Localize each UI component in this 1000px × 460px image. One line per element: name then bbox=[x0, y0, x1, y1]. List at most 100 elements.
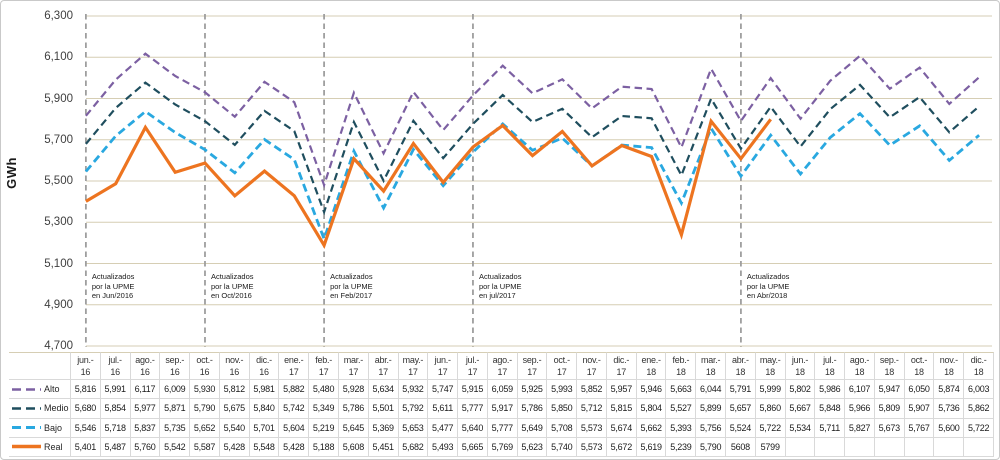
line-chart bbox=[84, 14, 992, 347]
table-value-cell: 5,501 bbox=[368, 399, 399, 419]
table-value-cell bbox=[904, 437, 935, 457]
table-value-cell: 5,840 bbox=[249, 399, 280, 419]
table-value-cell: 5,756 bbox=[696, 418, 727, 438]
table-col-header: may.- 18 bbox=[755, 352, 786, 380]
table-value-cell: 5,527 bbox=[666, 399, 697, 419]
y-axis-tick-label: 5,500 bbox=[44, 175, 73, 187]
table-value-cell: 5,928 bbox=[338, 380, 369, 400]
table-value-cell: 5,665 bbox=[458, 437, 488, 457]
table-value-cell: 5,428 bbox=[219, 437, 250, 457]
table-value-cell: 5,428 bbox=[279, 437, 310, 457]
col-header-line: mar.- bbox=[701, 354, 721, 365]
col-header-line: 17 bbox=[557, 367, 567, 377]
table-value-cell: 5,812 bbox=[219, 380, 250, 400]
legend-label: Bajo bbox=[44, 422, 63, 433]
table-value-cell: 5,608 bbox=[338, 437, 369, 457]
table-value-cell bbox=[845, 437, 875, 457]
table-value-cell: 5,966 bbox=[845, 399, 875, 419]
table-value-cell: 5799 bbox=[755, 437, 786, 457]
col-header-line: 18 bbox=[884, 367, 895, 377]
col-header-line: 17 bbox=[437, 367, 448, 377]
legend-item-bajo: Bajo bbox=[9, 418, 71, 438]
table-value-cell: 6,009 bbox=[160, 380, 191, 400]
y-axis-tick-label: 5,300 bbox=[44, 216, 73, 229]
table-value-cell: 5,652 bbox=[190, 418, 220, 438]
col-header-line: mar.- bbox=[343, 354, 364, 365]
annotation-line: por la UPME bbox=[91, 281, 135, 291]
legend-label: Alto bbox=[44, 384, 60, 395]
col-header-line: ago.- bbox=[492, 354, 513, 365]
table-value-cell: 5,767 bbox=[904, 418, 935, 438]
table-col-header: ago.- 16 bbox=[130, 352, 161, 380]
table-value-cell: 5,349 bbox=[309, 399, 339, 419]
annotation-line: en Feb/2017 bbox=[330, 291, 373, 301]
table-value-cell: 5,640 bbox=[458, 418, 488, 438]
table-value-cell: 5,619 bbox=[636, 437, 667, 457]
table-col-header: ene.- 17 bbox=[279, 352, 310, 380]
col-header-line: jul.- bbox=[823, 354, 837, 365]
table-value-cell: 5,239 bbox=[666, 437, 697, 457]
table-col-header: nov.- 16 bbox=[219, 352, 250, 380]
series-line-alto bbox=[85, 52, 980, 189]
table-value-cell: 5,657 bbox=[726, 399, 756, 419]
table-col-header: jul.- 18 bbox=[815, 352, 846, 380]
table-value-cell: 5,790 bbox=[696, 437, 727, 457]
series-line-medio bbox=[85, 81, 980, 216]
col-header-line: oct.- bbox=[910, 354, 928, 365]
table-value-cell: 5,477 bbox=[428, 418, 459, 438]
table-value-cell: 5,993 bbox=[547, 380, 578, 400]
table-value-cell: 5,673 bbox=[874, 418, 905, 438]
table-col-header: dic.- 17 bbox=[606, 352, 637, 380]
table-col-header: sep.- 18 bbox=[874, 352, 905, 380]
table-col-header: jun.- 17 bbox=[428, 352, 459, 380]
col-header-line: 17 bbox=[408, 367, 418, 377]
table-value-cell: 5,487 bbox=[100, 437, 131, 457]
col-header-line: 18 bbox=[765, 367, 775, 377]
table-value-cell bbox=[934, 437, 965, 457]
table-value-cell: 5,815 bbox=[606, 399, 637, 419]
table-value-cell: 5,649 bbox=[517, 418, 548, 438]
table-value-cell: 5,188 bbox=[309, 437, 339, 457]
col-header-line: 18 bbox=[646, 367, 656, 377]
table-value-cell: 5,848 bbox=[815, 399, 846, 419]
series-line-real bbox=[85, 117, 772, 250]
table-value-cell: 5,802 bbox=[785, 380, 816, 400]
table-value-cell: 5,718 bbox=[100, 418, 131, 438]
col-header-line: nov.- bbox=[939, 354, 958, 365]
col-header-line: 18 bbox=[854, 367, 865, 377]
table-value-cell: 5,540 bbox=[219, 418, 250, 438]
col-header-line: sep.- bbox=[879, 354, 899, 365]
table-value-cell: 5,708 bbox=[547, 418, 578, 438]
table-value-cell: 5,854 bbox=[100, 399, 131, 419]
table-value-cell: 5,682 bbox=[398, 437, 429, 457]
table-value-cell: 5,587 bbox=[190, 437, 220, 457]
table-value-cell: 5,451 bbox=[368, 437, 399, 457]
col-header-line: 17 bbox=[497, 367, 507, 377]
col-header-line: jun.- bbox=[434, 354, 452, 365]
table-col-header: feb.- 17 bbox=[309, 352, 339, 380]
col-header-line: 16 bbox=[259, 367, 269, 377]
table-value-cell: 5,393 bbox=[666, 418, 697, 438]
table-corner-cell bbox=[9, 352, 71, 380]
y-axis-tick-label: 5,700 bbox=[44, 133, 73, 146]
table-value-cell bbox=[874, 437, 905, 457]
col-header-line: jun.- bbox=[77, 354, 94, 365]
legend-item-real: Real bbox=[9, 437, 71, 457]
y-axis-tick-label: 5,900 bbox=[44, 92, 73, 105]
table-value-cell: 6,050 bbox=[904, 380, 935, 400]
col-header-line: 18 bbox=[795, 367, 805, 377]
y-axis-tick-label: 4,900 bbox=[44, 298, 73, 311]
table-value-cell: 5,882 bbox=[279, 380, 310, 400]
table-col-header: abr.- 17 bbox=[368, 352, 399, 380]
dashed-line-legend-icon bbox=[12, 407, 41, 410]
table-col-header: jun.- 18 bbox=[785, 352, 816, 380]
col-header-line: 16 bbox=[140, 367, 150, 377]
table-col-header: jul.- 16 bbox=[100, 352, 131, 380]
col-header-line: ene.- bbox=[284, 354, 304, 365]
table-value-cell: 5,809 bbox=[874, 399, 905, 419]
table-value-cell: 5,674 bbox=[606, 418, 637, 438]
table-value-cell: 6,044 bbox=[696, 380, 727, 400]
table-value-cell: 5,680 bbox=[71, 399, 101, 419]
col-header-line: 17 bbox=[348, 367, 359, 377]
